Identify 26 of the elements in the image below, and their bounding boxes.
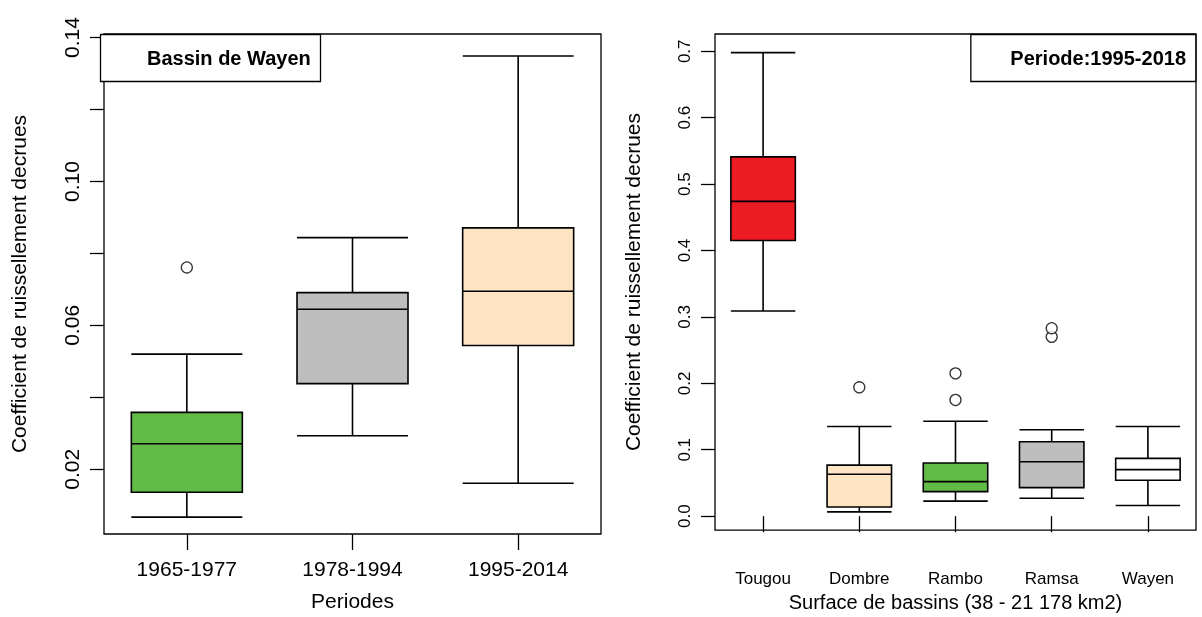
y-tick-label: 0.4 (675, 238, 694, 263)
y-tick-label: 0.6 (675, 105, 694, 130)
y-axis-title: Coefficient de ruissellement decrues (621, 112, 644, 452)
y-tick-label: 0.3 (675, 305, 694, 329)
x-tick-label: Wayen (1121, 569, 1175, 589)
y-tick-label: 0.10 (60, 161, 83, 202)
y-tick-label: 0.14 (60, 16, 83, 59)
text: Periode:1995-2018 (1010, 47, 1187, 69)
y-tick-label: 0.0 (675, 504, 694, 528)
x-tick-label: Tougou (735, 569, 791, 589)
y-axis-title: Coefficient de ruissellement decrues (7, 114, 30, 454)
y-tick-label: 0.02 (60, 448, 83, 490)
x-tick-label: Dombre (829, 569, 890, 589)
y-tick-label: 0.5 (675, 172, 694, 196)
text: Bassin de Wayen (147, 47, 311, 69)
x-tick-label: Ramsa (1024, 569, 1080, 589)
x-tick-label: 1978-1994 (302, 557, 404, 580)
x-axis-title: Periodes (311, 589, 394, 612)
y-tick-label: 0.06 (60, 304, 83, 346)
y-tick-label: 0.2 (675, 371, 694, 396)
x-tick-label: Rambo (928, 569, 983, 589)
x-axis-title: Surface de bassins (38 - 21 178 km2) (788, 591, 1123, 613)
x-tick-label: 1965-1977 (136, 557, 238, 580)
x-tick-label: 1995-2014 (467, 557, 569, 580)
y-tick-label: 0.1 (675, 437, 694, 462)
y-tick-label: 0.7 (675, 39, 694, 64)
